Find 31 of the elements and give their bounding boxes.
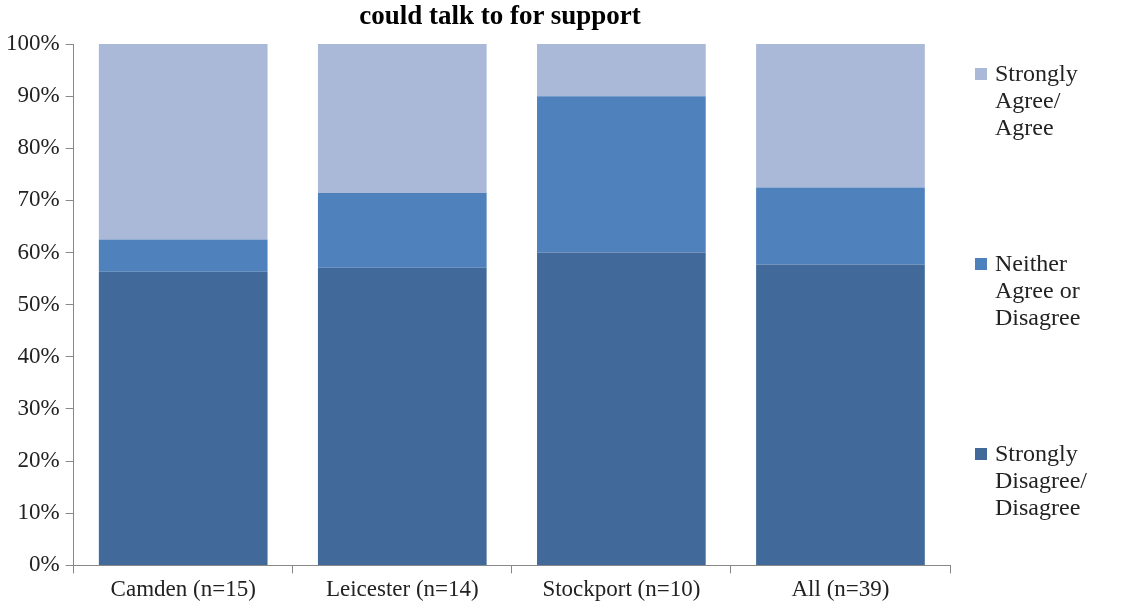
legend-label: Neither Agree or Disagree bbox=[995, 250, 1082, 331]
bar bbox=[98, 271, 268, 565]
bar bbox=[317, 193, 487, 268]
y-tick-label: 50% bbox=[17, 290, 60, 316]
y-tick-label: 20% bbox=[17, 447, 60, 473]
y-tick-label: 30% bbox=[17, 395, 60, 421]
y-tick-label: 90% bbox=[17, 82, 60, 108]
y-tick-label: 80% bbox=[17, 134, 60, 160]
bar bbox=[317, 44, 487, 194]
chart-title: could talk to for support bbox=[358, 0, 642, 31]
legend-label: Strongly Disagree/ Disagree bbox=[995, 440, 1088, 521]
x-tick-label: Leicester (n=14) bbox=[325, 576, 479, 602]
bar bbox=[317, 267, 487, 565]
bar bbox=[98, 239, 268, 272]
bar bbox=[756, 44, 925, 188]
y-tick-label: 10% bbox=[17, 499, 60, 525]
y-tick-label: 60% bbox=[17, 238, 60, 264]
bar bbox=[98, 44, 268, 240]
legend-label: Strongly Agree/ Agree bbox=[995, 60, 1079, 141]
bar bbox=[537, 252, 706, 565]
x-tick-label: Camden (n=15) bbox=[110, 576, 256, 602]
y-tick-label: 70% bbox=[17, 186, 60, 212]
y-tick-label: 40% bbox=[17, 342, 60, 368]
bar bbox=[756, 264, 925, 565]
bar bbox=[756, 187, 925, 265]
bar bbox=[537, 44, 706, 97]
bar bbox=[537, 96, 706, 253]
y-tick-label: 100% bbox=[5, 30, 60, 56]
y-tick-label: 0% bbox=[28, 551, 60, 577]
x-tick-label: Stockport (n=10) bbox=[542, 576, 701, 602]
x-tick-label: All (n=39) bbox=[791, 576, 890, 602]
